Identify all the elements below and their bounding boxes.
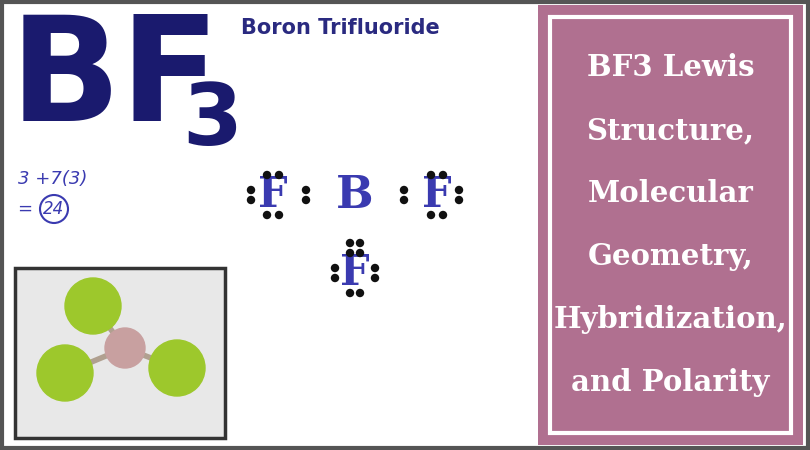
Circle shape	[347, 289, 353, 297]
Text: B: B	[336, 174, 373, 216]
Circle shape	[356, 289, 364, 297]
Circle shape	[400, 186, 407, 194]
FancyBboxPatch shape	[538, 5, 803, 445]
Circle shape	[347, 239, 353, 247]
Circle shape	[440, 212, 446, 219]
Text: Geometry,: Geometry,	[587, 242, 753, 271]
Circle shape	[275, 171, 283, 179]
Circle shape	[372, 265, 378, 271]
Text: F: F	[422, 174, 452, 216]
Text: 3 +7(3): 3 +7(3)	[18, 170, 87, 188]
Circle shape	[331, 274, 339, 282]
Circle shape	[149, 340, 205, 396]
Circle shape	[302, 186, 309, 194]
Circle shape	[428, 212, 434, 219]
Circle shape	[331, 265, 339, 271]
Circle shape	[263, 171, 271, 179]
Circle shape	[263, 212, 271, 219]
Text: 24: 24	[44, 200, 65, 218]
FancyBboxPatch shape	[15, 268, 225, 438]
Text: Structure,: Structure,	[586, 116, 754, 145]
Text: Hybridization,: Hybridization,	[553, 305, 787, 334]
Circle shape	[440, 171, 446, 179]
Circle shape	[248, 197, 254, 203]
Text: Molecular: Molecular	[587, 179, 753, 208]
Text: =: =	[18, 200, 39, 218]
Circle shape	[356, 239, 364, 247]
Circle shape	[248, 186, 254, 194]
Circle shape	[275, 212, 283, 219]
Circle shape	[455, 186, 463, 194]
Circle shape	[428, 171, 434, 179]
Text: and Polarity: and Polarity	[571, 368, 770, 396]
Circle shape	[372, 274, 378, 282]
Text: Boron Trifluoride: Boron Trifluoride	[241, 18, 439, 38]
Circle shape	[65, 278, 121, 334]
Circle shape	[455, 197, 463, 203]
FancyBboxPatch shape	[550, 17, 791, 433]
Circle shape	[37, 345, 93, 401]
Text: F: F	[340, 252, 369, 294]
Circle shape	[356, 249, 364, 256]
Circle shape	[105, 328, 145, 368]
Text: BF: BF	[10, 10, 221, 151]
Circle shape	[302, 197, 309, 203]
Circle shape	[347, 249, 353, 256]
Text: F: F	[258, 174, 288, 216]
Text: 3: 3	[182, 80, 242, 163]
Text: BF3 Lewis: BF3 Lewis	[586, 54, 754, 82]
Circle shape	[400, 197, 407, 203]
